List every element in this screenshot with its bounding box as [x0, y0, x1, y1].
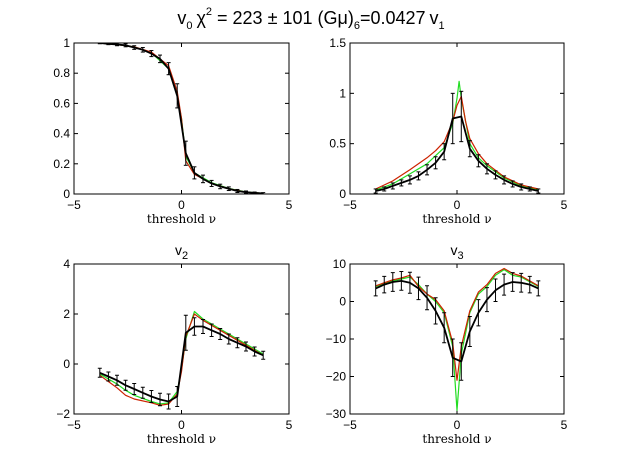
x-tick-label: 5	[286, 418, 293, 432]
x-tick-label: −5	[67, 418, 81, 432]
figure-title: v0 χ2 = 223 ± 101 (Gμ)6=0.0427 v1	[177, 6, 444, 32]
plot-area	[373, 267, 541, 411]
panel-title-main: v	[175, 242, 182, 258]
series-red-line	[375, 95, 539, 190]
title-gmu-sub: 6	[354, 20, 360, 32]
panel-title-sub: 3	[457, 250, 463, 262]
x-axis-label: threshold ν	[422, 212, 491, 226]
plot-area	[373, 80, 541, 194]
y-tick-label: 1	[339, 86, 346, 100]
axes-frame	[349, 42, 565, 195]
series-red-line	[375, 267, 539, 381]
y-tick-label: −10	[326, 332, 347, 346]
panel-title: v3	[450, 242, 463, 262]
plot-area	[97, 310, 266, 410]
panel-title: v2	[175, 242, 188, 262]
title-v0: v	[177, 8, 186, 28]
y-tick-label: 0	[339, 295, 346, 309]
x-axis-label: threshold ν	[147, 432, 216, 446]
x-tick-label: −5	[343, 198, 357, 212]
x-tick-label: 0	[454, 418, 461, 432]
series-red-line	[99, 43, 264, 194]
x-axis-label: threshold ν	[147, 212, 216, 226]
x-tick-label: −5	[67, 198, 81, 212]
x-tick-label: 5	[561, 418, 568, 432]
y-tick-label: 0.2	[53, 157, 70, 171]
axes-frame	[73, 263, 290, 415]
title-gmu-value: =0.0427	[360, 8, 426, 28]
x-tick-label: 0	[454, 198, 461, 212]
y-tick-label: 2	[63, 307, 70, 321]
series-data-line	[375, 115, 539, 192]
plot-area	[97, 43, 266, 194]
y-tick-label: 0	[63, 357, 70, 371]
x-tick-label: 0	[178, 198, 185, 212]
y-tick-label: 0	[339, 187, 346, 201]
y-tick-label: 10	[333, 257, 347, 271]
y-tick-label: −20	[326, 370, 347, 384]
title-v1: v	[430, 8, 439, 28]
panel-title-main: v	[450, 242, 457, 258]
x-tick-label: 0	[178, 418, 185, 432]
y-tick-label: 1.5	[329, 36, 346, 50]
panel-v3: −5 0 5 −30 −20 −10 0 10 threshold ν v3	[326, 242, 568, 446]
x-tick-label: −5	[343, 418, 357, 432]
series-data-line	[375, 279, 539, 363]
y-tick-label: 0	[63, 187, 70, 201]
y-tick-label: 0.4	[53, 127, 70, 141]
title-chi-sup: 2	[206, 6, 212, 18]
y-tick-label: 0.8	[53, 66, 70, 80]
panel-title-sub: 2	[182, 250, 188, 262]
y-tick-label: −2	[56, 407, 70, 421]
y-tick-label: 4	[63, 257, 70, 271]
title-chi-value: = 223 ± 101 (Gμ)	[212, 8, 354, 28]
x-tick-label: 5	[286, 198, 293, 212]
series-green-line	[375, 80, 539, 191]
x-tick-label: 5	[561, 198, 568, 212]
series-data-line	[99, 325, 264, 403]
y-tick-label: 1	[63, 36, 70, 50]
title-v0-sub: 0	[186, 20, 192, 32]
y-tick-label: 0.5	[329, 137, 346, 151]
x-axis-label: threshold ν	[422, 432, 491, 446]
y-tick-label: −30	[326, 407, 347, 421]
title-v1-sub: 1	[439, 20, 445, 32]
series-data-line	[99, 43, 264, 194]
title-chi: χ	[196, 8, 206, 28]
y-tick-label: 0.6	[53, 96, 70, 110]
